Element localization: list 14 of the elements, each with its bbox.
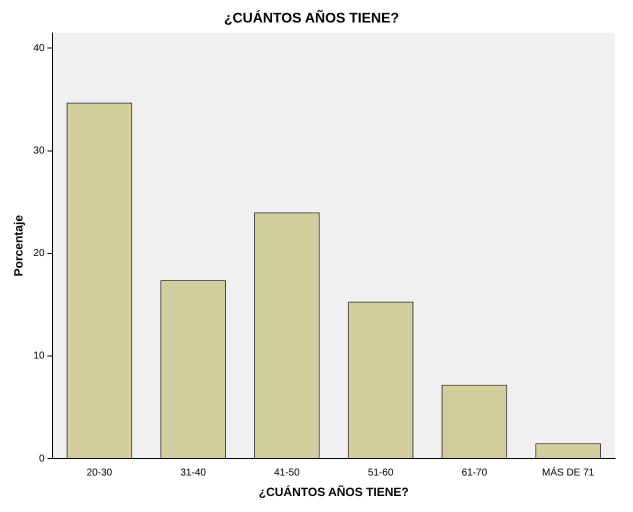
chart-title: ¿CUÁNTOS AÑOS TIENE? [224, 9, 400, 26]
x-tick-label: 41-50 [274, 467, 300, 478]
x-tick-label: 51-60 [368, 467, 394, 478]
x-axis-title: ¿CUÁNTOS AÑOS TIENE? [258, 485, 409, 500]
y-tick-label: 10 [33, 350, 45, 362]
y-tick-label: 30 [33, 146, 45, 157]
x-tick-label: 31-40 [180, 467, 206, 478]
x-tick-label: 61-70 [462, 467, 488, 478]
y-tick-label: 20 [33, 248, 45, 260]
y-axis-title: Porcentaje [12, 214, 26, 276]
x-tick-label: MÁS DE 71 [542, 466, 595, 478]
y-tick-label: 0 [38, 453, 45, 464]
y-tick-label: 40 [33, 42, 45, 54]
x-tick-label: 20-30 [86, 467, 113, 478]
